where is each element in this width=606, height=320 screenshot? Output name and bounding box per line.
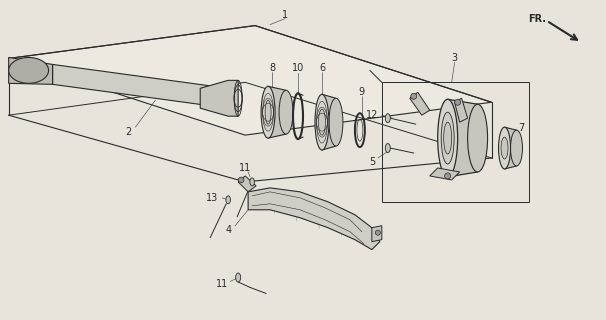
Polygon shape — [410, 92, 430, 115]
Ellipse shape — [315, 94, 329, 150]
Ellipse shape — [265, 100, 271, 124]
Polygon shape — [448, 99, 478, 177]
Ellipse shape — [385, 114, 390, 123]
Text: 12: 12 — [365, 110, 378, 120]
Polygon shape — [322, 94, 336, 150]
Ellipse shape — [329, 98, 343, 146]
Ellipse shape — [250, 178, 255, 186]
Text: 4: 4 — [225, 225, 231, 235]
Polygon shape — [8, 58, 53, 84]
Text: 13: 13 — [206, 193, 218, 203]
Text: 9: 9 — [359, 87, 365, 97]
Text: 11: 11 — [216, 279, 228, 290]
Ellipse shape — [501, 137, 508, 159]
Polygon shape — [505, 127, 516, 169]
Text: 1: 1 — [282, 10, 288, 20]
Polygon shape — [200, 80, 238, 116]
Ellipse shape — [441, 112, 454, 164]
Ellipse shape — [438, 99, 458, 177]
Polygon shape — [8, 26, 491, 135]
Circle shape — [375, 230, 381, 235]
Circle shape — [445, 173, 451, 179]
Text: 5: 5 — [368, 157, 375, 167]
Text: 10: 10 — [292, 63, 304, 73]
Text: 8: 8 — [269, 63, 275, 73]
Polygon shape — [53, 64, 228, 108]
Ellipse shape — [499, 127, 510, 169]
Polygon shape — [430, 168, 459, 180]
Circle shape — [454, 99, 461, 105]
Ellipse shape — [319, 109, 325, 135]
Ellipse shape — [468, 104, 488, 172]
Ellipse shape — [8, 58, 48, 83]
Text: 11: 11 — [239, 163, 251, 173]
Polygon shape — [268, 86, 286, 138]
Ellipse shape — [226, 196, 230, 204]
Polygon shape — [238, 176, 256, 192]
Text: 3: 3 — [451, 53, 458, 63]
Polygon shape — [454, 98, 468, 122]
Ellipse shape — [236, 273, 241, 282]
Ellipse shape — [279, 90, 293, 134]
Ellipse shape — [385, 144, 390, 153]
Text: 7: 7 — [518, 123, 525, 133]
Circle shape — [411, 93, 417, 99]
Polygon shape — [248, 188, 380, 250]
Ellipse shape — [510, 130, 522, 166]
Ellipse shape — [444, 122, 451, 154]
Polygon shape — [372, 226, 382, 242]
Text: 6: 6 — [319, 63, 325, 73]
Ellipse shape — [261, 86, 275, 138]
Text: 2: 2 — [125, 127, 132, 137]
Text: FR.: FR. — [528, 14, 547, 24]
Circle shape — [238, 177, 244, 183]
